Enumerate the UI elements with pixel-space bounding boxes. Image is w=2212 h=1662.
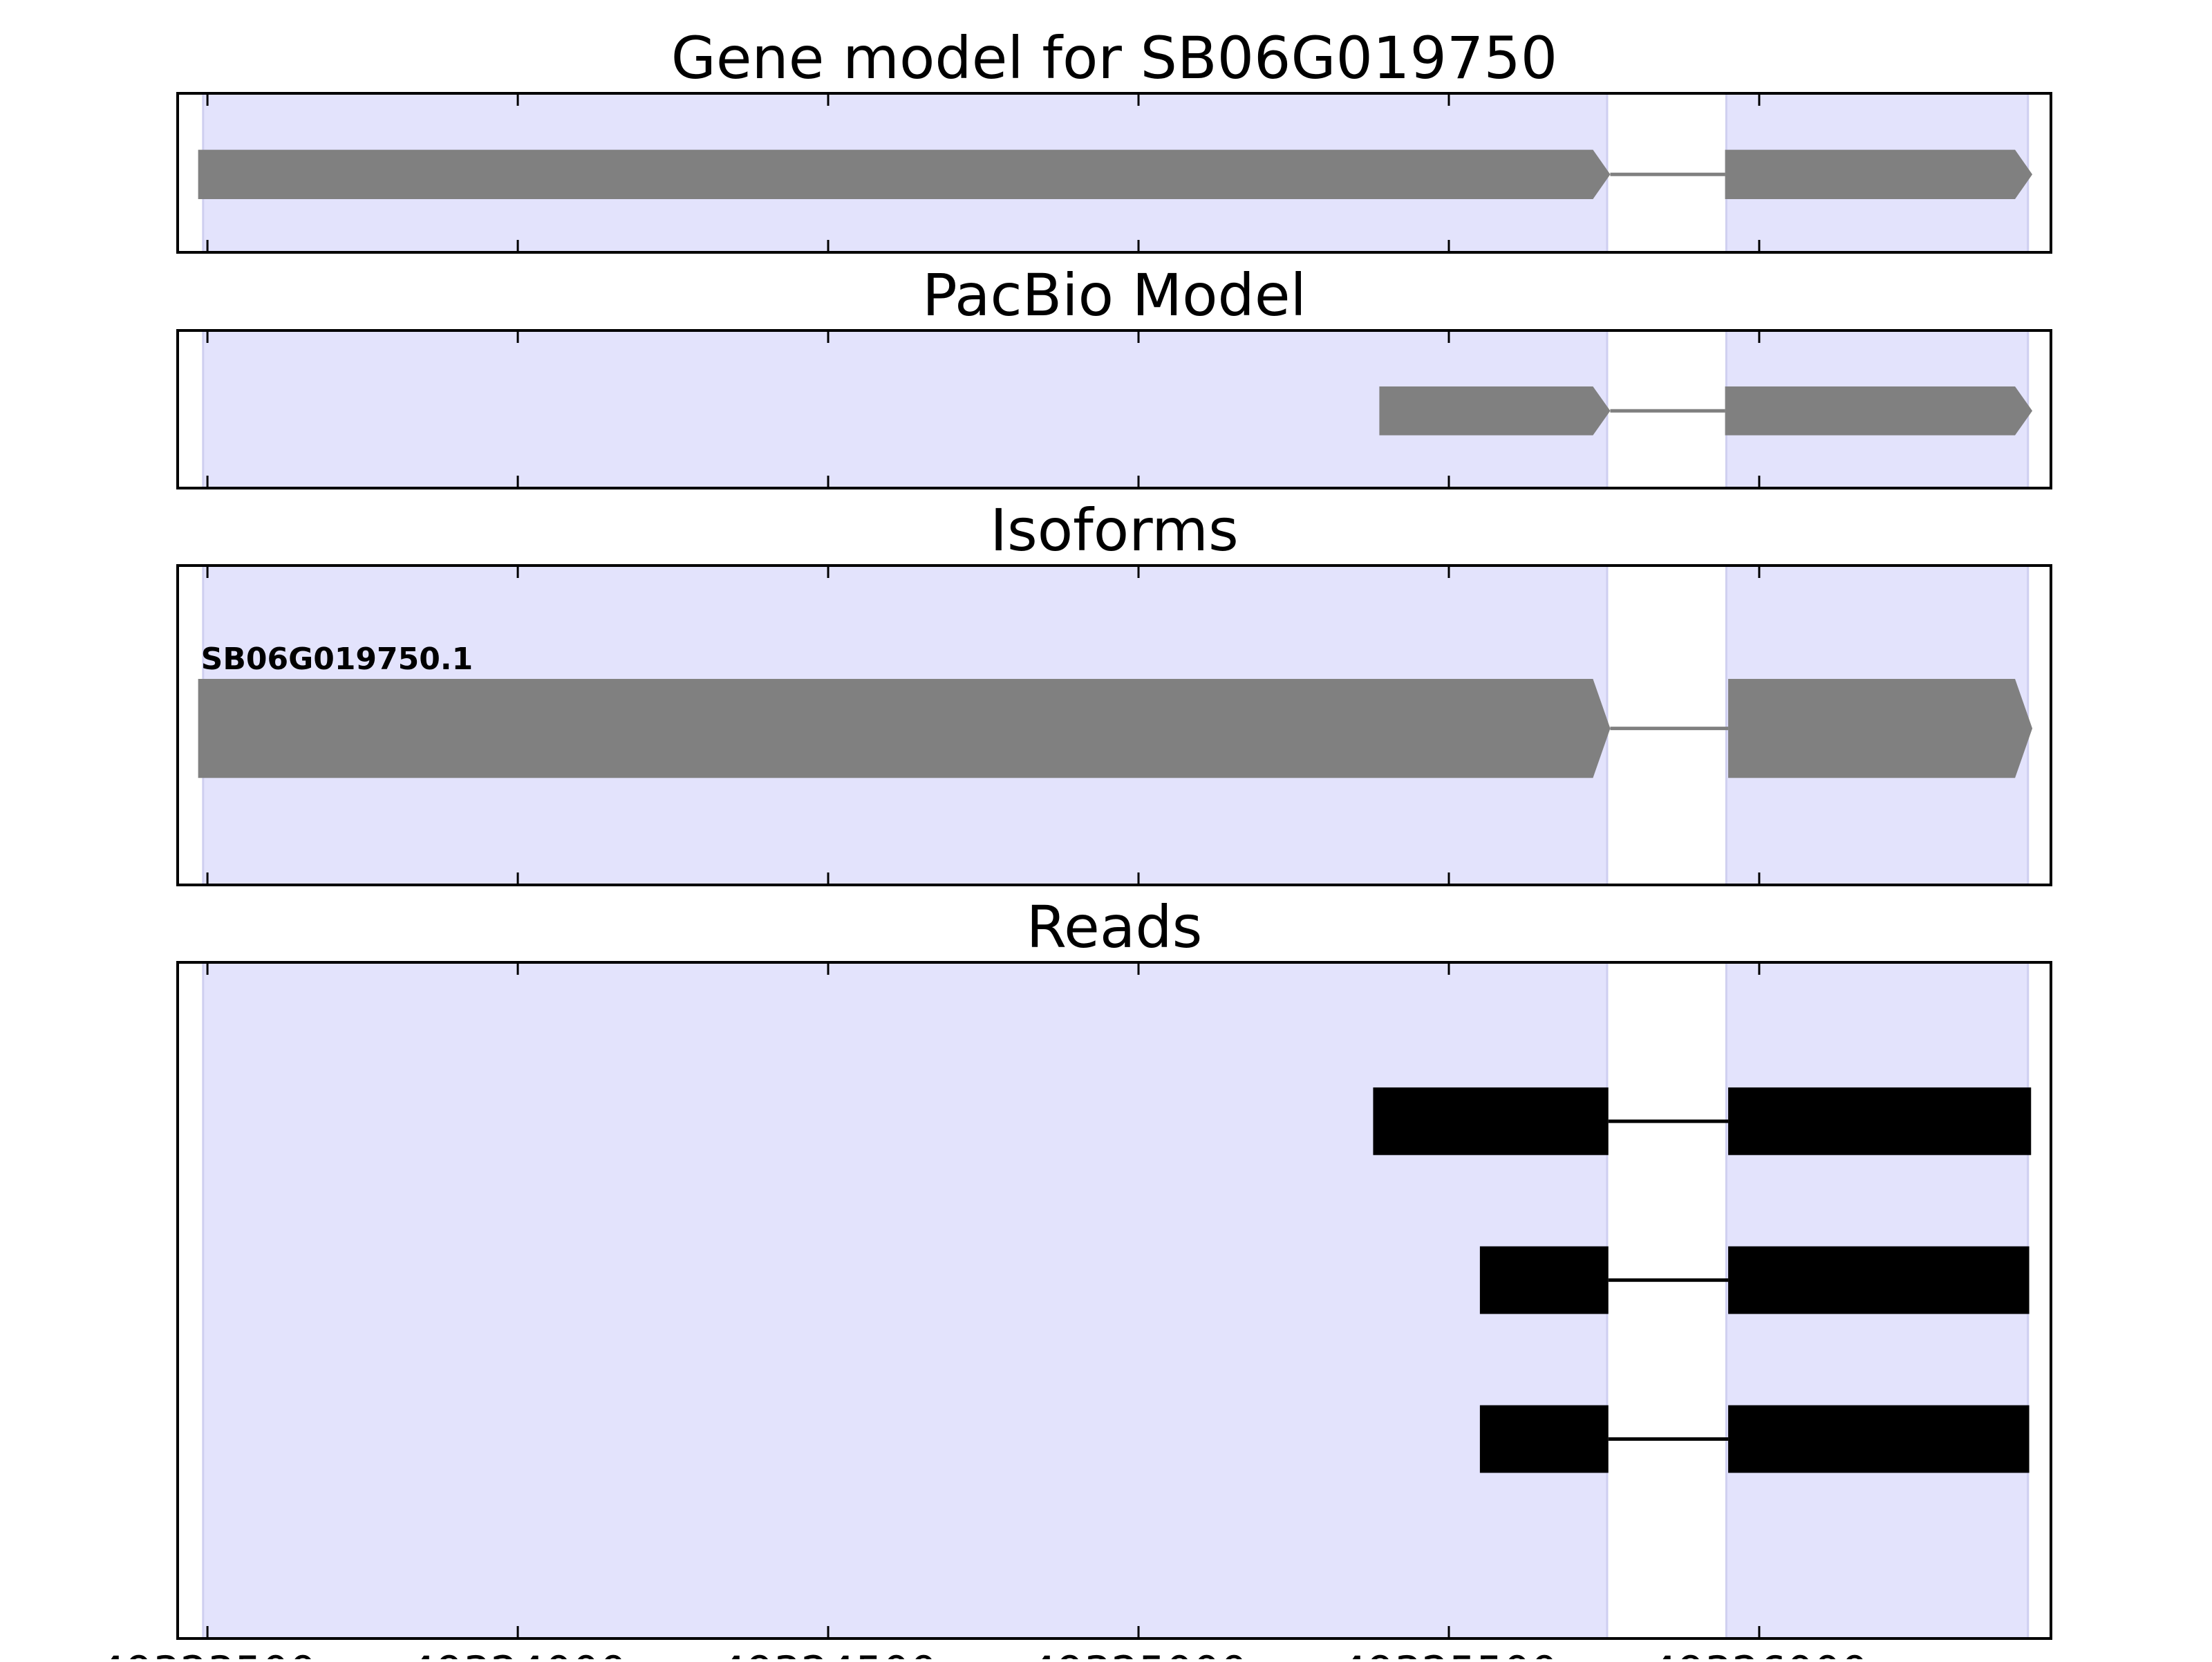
read-block — [1479, 1246, 1609, 1314]
x-tick-label: 49325000 — [1029, 1647, 1248, 1659]
exon — [198, 149, 1611, 199]
x-tick-label: 49323500 — [98, 1647, 317, 1659]
x-tick-label: 49324500 — [719, 1647, 937, 1659]
exon — [1379, 386, 1611, 436]
feature-label: SB06G019750.1 — [201, 642, 474, 677]
x-tick-label: 49325500 — [1340, 1647, 1558, 1659]
read-block — [1728, 1087, 2032, 1155]
panel-title: Isoforms — [990, 496, 1239, 564]
panel-frame — [176, 329, 2052, 489]
x-tick-label: 49326000 — [1650, 1647, 1868, 1659]
x-tick-label: 49324000 — [409, 1647, 627, 1659]
panel-title: Reads — [1027, 893, 1203, 961]
panel-frame — [176, 92, 2052, 254]
panel-title: PacBio Model — [922, 261, 1306, 329]
exon-region — [202, 329, 1609, 489]
read-block — [1479, 1405, 1609, 1473]
read-block — [1373, 1087, 1609, 1155]
exon — [198, 679, 1611, 778]
panel-frame — [176, 564, 2052, 886]
exon — [1728, 679, 2033, 778]
read-block — [1728, 1405, 2030, 1473]
exon — [1725, 386, 2033, 436]
panel-frame — [176, 961, 2052, 1640]
exon-region — [202, 961, 1609, 1640]
exon — [1725, 149, 2033, 199]
panel-title: Gene model for SB06G019750 — [671, 24, 1557, 92]
read-block — [1728, 1246, 2030, 1314]
